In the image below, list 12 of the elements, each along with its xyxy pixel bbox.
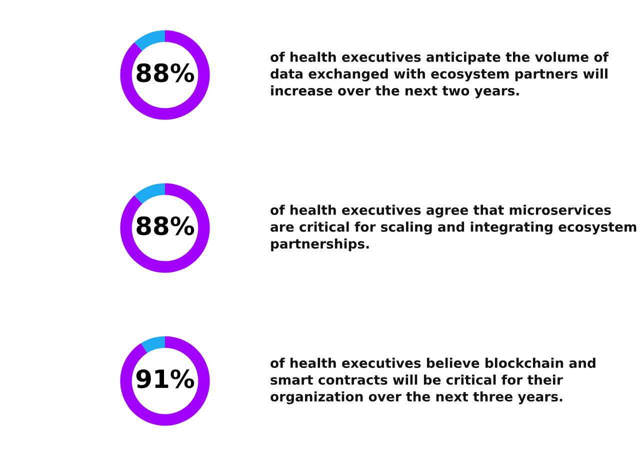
text: of health executives agree that microservices are critical for scaling and integrating ecosystem partnerships. [270, 204, 636, 252]
donut-slice [140, 336, 165, 354]
data-label: 88% [136, 63, 194, 82]
donut-slice [134, 30, 165, 51]
text: of health executives anticipate the volume of data exchanged with ecosystem partners will increase over the next two years. [270, 52, 609, 98]
text: of health executives believe blockchain and smart contracts will be critical for their organization over the next three years. [270, 358, 596, 404]
donut-slice [134, 183, 165, 204]
data-label: 88% [136, 216, 194, 236]
donut-slice [120, 336, 210, 426]
data-label: 91% [136, 369, 194, 388]
donut-slice [120, 183, 210, 273]
donut-slice [120, 30, 210, 120]
